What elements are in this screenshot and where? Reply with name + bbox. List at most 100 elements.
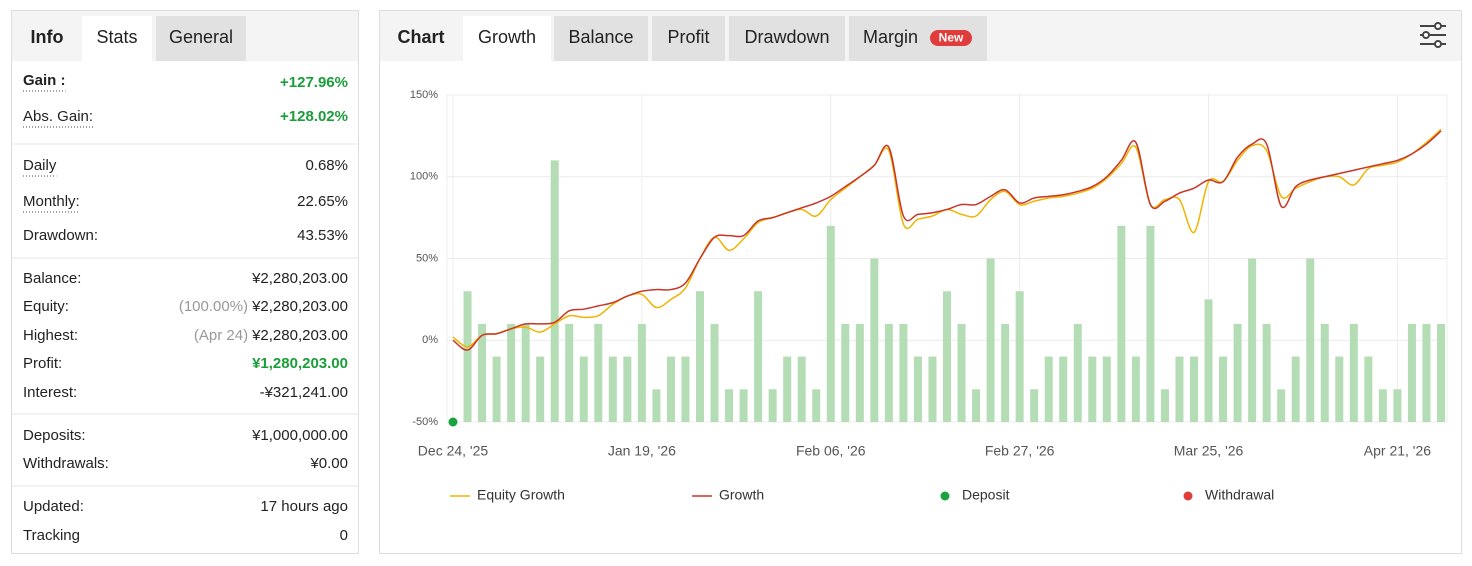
legend-label[interactable]: Equity Growth bbox=[477, 487, 565, 503]
bar bbox=[1277, 389, 1286, 422]
stat-value-text: -¥321,241.00 bbox=[260, 384, 348, 401]
legend-swatch bbox=[1183, 491, 1193, 501]
bar bbox=[710, 323, 719, 422]
bar bbox=[1160, 389, 1169, 422]
legend-swatch bbox=[940, 491, 950, 501]
bar bbox=[1073, 323, 1082, 422]
stat-value: 0 bbox=[340, 527, 348, 544]
stat-value: 0.68% bbox=[305, 157, 348, 174]
tab-bg[interactable] bbox=[82, 16, 152, 61]
x-tick-label: Feb 27, '26 bbox=[985, 443, 1055, 459]
stat-value-text: +127.96% bbox=[280, 74, 348, 91]
bar bbox=[1393, 389, 1402, 422]
bar bbox=[565, 323, 574, 422]
series-point bbox=[448, 417, 458, 427]
bar bbox=[608, 356, 617, 422]
chart-tab-bg[interactable] bbox=[729, 16, 845, 61]
stat-note: (Apr 24) bbox=[194, 327, 248, 344]
chart-tab[interactable]: Growth bbox=[478, 27, 536, 47]
bar bbox=[855, 323, 864, 422]
legend-label[interactable]: Growth bbox=[719, 487, 764, 503]
series-line bbox=[452, 130, 1442, 351]
bar bbox=[739, 389, 748, 422]
bar bbox=[536, 356, 545, 422]
stat-value-text: 22.65% bbox=[297, 193, 348, 210]
tab[interactable]: Stats bbox=[96, 27, 137, 47]
stat-label: Balance: bbox=[23, 270, 81, 287]
stat-label: Daily bbox=[23, 157, 57, 174]
bar bbox=[870, 258, 879, 422]
bar bbox=[812, 389, 821, 422]
bar bbox=[841, 323, 850, 422]
stat-value-text: +128.02% bbox=[280, 108, 348, 125]
bar bbox=[1437, 323, 1445, 422]
tab[interactable]: General bbox=[169, 27, 233, 47]
stat-label: Monthly: bbox=[23, 193, 80, 210]
stat-label: Interest: bbox=[23, 384, 77, 401]
stat-label: Highest: bbox=[23, 327, 78, 344]
bar bbox=[637, 323, 646, 422]
bar bbox=[972, 389, 981, 422]
bar bbox=[478, 323, 487, 422]
bar bbox=[696, 291, 704, 422]
x-tick-label: Dec 24, '25 bbox=[418, 443, 489, 459]
chart-tab[interactable]: Balance bbox=[568, 27, 633, 47]
bar bbox=[1364, 356, 1373, 422]
stat-value: (Apr 24) ¥2,280,203.00 bbox=[194, 327, 348, 344]
chart-tab[interactable]: Margin bbox=[863, 27, 918, 47]
bar bbox=[652, 389, 661, 422]
stat-value: (100.00%) ¥2,280,203.00 bbox=[179, 298, 348, 315]
bar bbox=[1335, 356, 1344, 422]
chart-tab-bg[interactable] bbox=[652, 16, 725, 61]
bar bbox=[1378, 389, 1387, 422]
stat-value-text: 0.68% bbox=[305, 157, 348, 174]
bar bbox=[1001, 323, 1010, 422]
bar bbox=[754, 291, 763, 422]
stat-value: 22.65% bbox=[297, 193, 348, 210]
bar bbox=[899, 323, 908, 422]
bar bbox=[1291, 356, 1300, 422]
stat-label: Equity: bbox=[23, 298, 69, 315]
bar bbox=[1407, 323, 1416, 422]
chart-tab[interactable]: Drawdown bbox=[744, 27, 829, 47]
legend-label[interactable]: Deposit bbox=[962, 487, 1010, 503]
legend-label[interactable]: Withdrawal bbox=[1205, 487, 1274, 503]
bar bbox=[826, 225, 835, 422]
bar bbox=[1262, 323, 1271, 422]
stat-value: ¥1,000,000.00 bbox=[251, 427, 348, 444]
stat-value-text: 17 hours ago bbox=[260, 498, 348, 515]
bar bbox=[1131, 356, 1140, 422]
bar bbox=[1306, 258, 1315, 422]
chart-tab-bg[interactable] bbox=[463, 16, 551, 61]
stat-label: Gain : bbox=[23, 72, 66, 89]
bar bbox=[783, 356, 792, 422]
bar bbox=[1030, 389, 1039, 422]
stats-panel bbox=[11, 10, 359, 554]
bar bbox=[1248, 258, 1257, 422]
bar bbox=[623, 356, 632, 422]
bar bbox=[666, 356, 675, 422]
bar bbox=[725, 389, 734, 422]
chart-tab-title[interactable]: Chart bbox=[397, 27, 444, 47]
stat-value: ¥0.00 bbox=[309, 455, 348, 472]
stat-value-text: 43.53% bbox=[297, 227, 348, 244]
bar bbox=[1422, 323, 1431, 422]
bar bbox=[681, 356, 690, 422]
bar bbox=[1059, 356, 1068, 422]
chart-tab[interactable]: Profit bbox=[667, 27, 709, 47]
tab-bg[interactable] bbox=[156, 16, 246, 61]
tab[interactable]: Info bbox=[31, 27, 64, 47]
bar bbox=[594, 323, 603, 422]
bar bbox=[1044, 356, 1053, 422]
stat-value-text: ¥2,280,203.00 bbox=[251, 270, 348, 287]
y-tick-label: 100% bbox=[410, 171, 438, 183]
stat-value: +127.96% bbox=[280, 74, 348, 91]
stat-label: Profit: bbox=[23, 355, 62, 372]
stat-value-text: ¥1,280,203.00 bbox=[252, 355, 348, 372]
badge-bg bbox=[930, 30, 972, 46]
chart-tab-bg[interactable] bbox=[554, 16, 648, 61]
stat-label: Abs. Gain: bbox=[23, 108, 93, 125]
settings-icon[interactable] bbox=[1420, 22, 1446, 48]
badge: New bbox=[939, 31, 964, 45]
